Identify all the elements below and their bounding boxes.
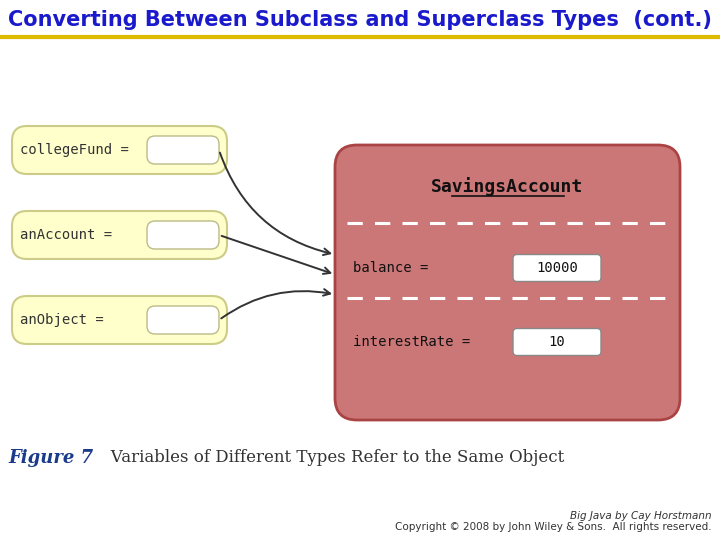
Text: anAccount =: anAccount = bbox=[20, 228, 112, 242]
FancyBboxPatch shape bbox=[12, 296, 227, 344]
Text: Converting Between Subclass and Superclass Types  (cont.): Converting Between Subclass and Supercla… bbox=[8, 10, 712, 30]
FancyBboxPatch shape bbox=[513, 328, 601, 355]
FancyBboxPatch shape bbox=[147, 136, 219, 164]
Text: Copyright © 2008 by John Wiley & Sons.  All rights reserved.: Copyright © 2008 by John Wiley & Sons. A… bbox=[395, 522, 712, 532]
Text: Big Java by Cay Horstmann: Big Java by Cay Horstmann bbox=[570, 511, 712, 521]
Text: 10000: 10000 bbox=[536, 261, 578, 275]
FancyBboxPatch shape bbox=[335, 145, 680, 420]
Text: interestRate =: interestRate = bbox=[353, 335, 470, 349]
Text: collegeFund =: collegeFund = bbox=[20, 143, 129, 157]
FancyBboxPatch shape bbox=[147, 306, 219, 334]
FancyBboxPatch shape bbox=[147, 221, 219, 249]
Text: SavingsAccount: SavingsAccount bbox=[431, 178, 584, 197]
Text: Figure 7: Figure 7 bbox=[8, 449, 93, 467]
Text: 10: 10 bbox=[549, 335, 565, 349]
FancyBboxPatch shape bbox=[513, 254, 601, 281]
Text: balance =: balance = bbox=[353, 261, 428, 275]
FancyBboxPatch shape bbox=[12, 126, 227, 174]
Text: Variables of Different Types Refer to the Same Object: Variables of Different Types Refer to th… bbox=[95, 449, 564, 467]
Text: anObject =: anObject = bbox=[20, 313, 104, 327]
FancyBboxPatch shape bbox=[12, 211, 227, 259]
